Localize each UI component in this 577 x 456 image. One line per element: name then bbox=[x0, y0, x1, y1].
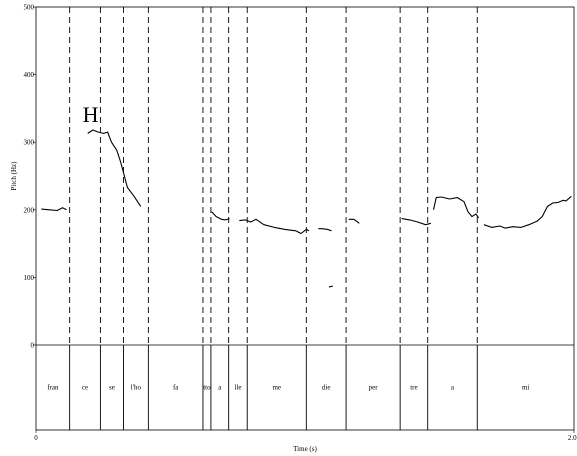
plot-axes: 0 100 200 300 400 500 0 2.03 Time (s) Pitch (Hz) bbox=[10, 4, 577, 454]
syllable-tier: fran ce se l'ho fa tto a lle me die per tre a mi bbox=[47, 384, 529, 392]
y-tick-label: 300 bbox=[24, 139, 35, 147]
syllable-label: a bbox=[218, 384, 222, 392]
pitch-series-line bbox=[318, 228, 332, 232]
syllable-label: fa bbox=[173, 384, 179, 392]
pitch-series-line bbox=[483, 195, 572, 229]
y-axis-label: Pitch (Hz) bbox=[10, 161, 18, 191]
pitch-series-line bbox=[41, 207, 67, 212]
y-tick-label: 500 bbox=[24, 4, 35, 12]
pitch-series-line bbox=[432, 196, 480, 219]
syllable-label: a bbox=[451, 384, 455, 392]
pitch-series-line bbox=[87, 129, 142, 207]
syllable-label: lle bbox=[234, 384, 241, 392]
syllable-label: tto bbox=[203, 384, 211, 392]
pitch-series-line bbox=[239, 218, 310, 235]
plot-frame bbox=[35, 6, 575, 431]
syllable-label: mi bbox=[522, 384, 529, 392]
x-tick-label: 2.03 bbox=[568, 434, 577, 442]
annotations: H bbox=[83, 102, 99, 127]
syllable-label: ce bbox=[82, 384, 88, 392]
syllable-label: me bbox=[272, 384, 281, 392]
syllable-label: fran bbox=[47, 384, 59, 392]
pitch-series-line bbox=[348, 218, 360, 224]
y-tick-label: 0 bbox=[31, 342, 35, 350]
syllable-label: per bbox=[369, 384, 379, 392]
segment-boundaries bbox=[69, 7, 478, 430]
pitch-series-line bbox=[328, 285, 333, 288]
y-tick-label: 400 bbox=[24, 71, 35, 79]
x-axis-label: Time (s) bbox=[293, 445, 317, 453]
pitch-series-line bbox=[211, 211, 230, 221]
syllable-label: tre bbox=[410, 384, 417, 392]
syllable-label: die bbox=[322, 384, 331, 392]
y-tick-label: 200 bbox=[24, 206, 35, 214]
pitch-series-line bbox=[401, 218, 432, 226]
syllable-label: l'ho bbox=[131, 384, 142, 392]
y-tick-label: 100 bbox=[24, 274, 35, 282]
tone-annotation: H bbox=[83, 102, 99, 127]
pitch-contour bbox=[41, 129, 572, 288]
syllable-label: se bbox=[109, 384, 115, 392]
x-tick-label: 0 bbox=[34, 434, 38, 442]
